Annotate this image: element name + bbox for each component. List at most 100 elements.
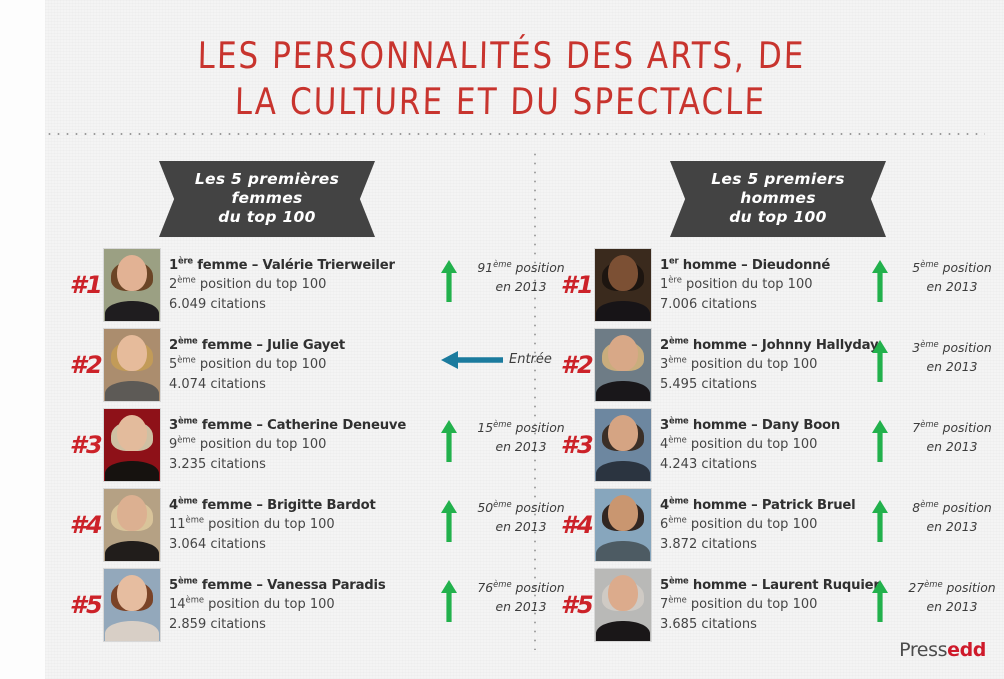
person-citations-line: 4.074 citations <box>169 377 266 392</box>
person-position-line: 4ème position du top 100 <box>660 434 818 452</box>
trend-line-2: en 2013 <box>495 439 547 454</box>
portrait-face <box>608 575 638 612</box>
person-info: 1ère femme – Valérie Trierweiler 2ème pos… <box>169 256 449 315</box>
ordinal-suffix: ème <box>668 514 687 525</box>
ordinal-suffix: ère <box>177 255 193 266</box>
person-citations-line: 6.049 citations <box>169 297 266 312</box>
person-row[interactable]: #2 2ème femme – Julie Gayet 5ème position … <box>45 328 552 408</box>
person-info: 5ème homme – Laurent Ruquier 7ème positio… <box>660 576 940 635</box>
arrow-up-icon <box>872 260 888 302</box>
page-title-line-2: LA CULTURE ET DU SPECTACLE <box>234 81 767 124</box>
men-list: #1 1er homme – Dieudonné 1ère position du … <box>536 248 1004 648</box>
person-citations-line: 3.685 citations <box>660 617 757 632</box>
trend-text: 76ème position en 2013 <box>469 578 573 616</box>
trend-line-1: 50ème position <box>477 498 565 515</box>
person-row[interactable]: #3 3ème femme – Catherine Deneuve 9ème pos… <box>45 408 565 488</box>
person-name-line: 4ème femme – Brigitte Bardot <box>169 495 376 513</box>
ordinal-suffix: ème <box>177 495 198 506</box>
arrow-up-icon <box>441 420 457 462</box>
trend-line-2: en 2013 <box>495 519 547 534</box>
trend-line-1: 5ème position <box>912 258 992 275</box>
logo-part-press: Press <box>899 639 948 661</box>
person-position-line: 2ème position du top 100 <box>169 274 327 292</box>
arrow-up-icon <box>441 500 457 542</box>
portrait-face <box>117 255 147 292</box>
person-portrait <box>103 408 161 482</box>
trend-text: Entrée <box>509 350 573 369</box>
rank-label: #1 <box>69 271 103 299</box>
person-row[interactable]: #2 2ème homme – Johnny Hallyday 3ème posit… <box>536 328 1004 408</box>
ordinal-suffix: ème <box>668 434 687 445</box>
ordinal-suffix: ème <box>920 258 939 269</box>
trend-line-1: 7ème position <box>912 418 992 435</box>
portrait-face <box>608 495 638 532</box>
person-row[interactable]: #5 5ème homme – Laurent Ruquier 7ème posit… <box>536 568 1004 648</box>
person-info: 2ème femme – Julie Gayet 5ème position du… <box>169 336 449 395</box>
person-row[interactable]: #4 4ème femme – Brigitte Bardot 11ème posi… <box>45 488 565 568</box>
person-portrait <box>103 568 161 642</box>
portrait-face <box>608 335 638 372</box>
person-name-line: 1er homme – Dieudonné <box>660 255 831 273</box>
person-row[interactable]: #5 5ème femme – Vanessa Paradis 14ème posi… <box>45 568 565 648</box>
trend-text: 91ème position en 2013 <box>469 258 573 296</box>
person-position-line: 3ème position du top 100 <box>660 354 818 372</box>
arrow-up-icon <box>872 340 888 382</box>
banner-men-line-2: hommes <box>740 189 816 207</box>
person-portrait <box>594 488 652 562</box>
person-position-line: 7ème position du top 100 <box>660 594 818 612</box>
person-portrait <box>103 248 161 322</box>
page-title: LES PERSONNALITÉS DES ARTS, DE LA CULTUR… <box>0 34 1004 126</box>
portrait-body <box>105 541 159 561</box>
trend-text: 50ème position en 2013 <box>469 498 573 536</box>
portrait-body <box>105 461 159 481</box>
portrait-body <box>596 461 650 481</box>
portrait-face <box>117 495 147 532</box>
pressedd-logo: Pressedd <box>899 639 986 661</box>
trend-line-2: en 2013 <box>926 359 978 374</box>
person-row[interactable]: #1 1ère femme – Valérie Trierweiler 2ème p… <box>45 248 565 328</box>
person-citations-line: 7.006 citations <box>660 297 757 312</box>
trend-text: 3ème position en 2013 <box>900 338 1004 376</box>
ordinal-suffix: ème <box>668 594 687 605</box>
person-row[interactable]: #1 1er homme – Dieudonné 1ère position du … <box>536 248 1004 328</box>
person-info: 1er homme – Dieudonné 1ère position du to… <box>660 256 940 315</box>
trend-text: 7ème position en 2013 <box>900 418 1004 456</box>
ordinal-suffix: ème <box>668 495 689 506</box>
arrow-up-icon <box>872 500 888 542</box>
rank-label: #5 <box>69 591 103 619</box>
trend-line-1: 15ème position <box>477 418 565 435</box>
banner-women-line-1: Les 5 premières <box>194 170 340 188</box>
portrait-body <box>105 381 159 401</box>
person-portrait <box>594 328 652 402</box>
portrait-body <box>596 301 650 321</box>
person-info: 3ème homme – Dany Boon 4ème position du t… <box>660 416 940 475</box>
women-list: #1 1ère femme – Valérie Trierweiler 2ème p… <box>45 248 565 648</box>
trend-line-1: Entrée <box>509 352 552 367</box>
portrait-face <box>117 575 147 612</box>
rank-label: #5 <box>560 591 594 619</box>
ordinal-suffix: ème <box>177 575 198 586</box>
person-name-line: 3ème homme – Dany Boon <box>660 415 841 433</box>
rank-label: #3 <box>560 431 594 459</box>
person-info: 4ème femme – Brigitte Bardot 11ème positi… <box>169 496 449 555</box>
ordinal-suffix: ème <box>177 434 196 445</box>
ordinal-suffix: ème <box>668 354 687 365</box>
trend-line-2: en 2013 <box>926 279 978 294</box>
trend-line-1: 8ème position <box>912 498 992 515</box>
ordinal-suffix: ème <box>920 338 939 349</box>
person-name-line: 1ère femme – Valérie Trierweiler <box>169 255 395 273</box>
background-panel <box>45 0 1004 679</box>
ordinal-suffix: ème <box>185 514 205 525</box>
rank-label: #1 <box>560 271 594 299</box>
person-info: 2ème homme – Johnny Hallyday 3ème positio… <box>660 336 940 395</box>
arrow-left-icon <box>441 351 503 369</box>
person-row[interactable]: #4 4ème homme – Patrick Bruel 6ème positio… <box>536 488 1004 568</box>
person-row[interactable]: #3 3ème homme – Dany Boon 4ème position du… <box>536 408 1004 488</box>
person-position-line: 9ème position du top 100 <box>169 434 327 452</box>
ordinal-suffix: ème <box>920 498 939 509</box>
person-citations-line: 2.859 citations <box>169 617 266 632</box>
trend-text: 15ème position en 2013 <box>469 418 573 456</box>
person-name-line: 5ème femme – Vanessa Paradis <box>169 575 386 593</box>
trend-line-1: 76ème position <box>477 578 565 595</box>
rank-label: #3 <box>69 431 103 459</box>
